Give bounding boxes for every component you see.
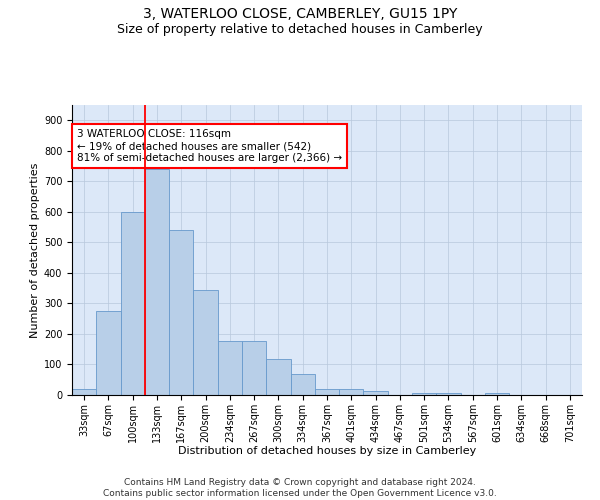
Bar bbox=[364, 391, 388, 395]
Text: Size of property relative to detached houses in Camberley: Size of property relative to detached ho… bbox=[117, 22, 483, 36]
Text: 3 WATERLOO CLOSE: 116sqm
← 19% of detached houses are smaller (542)
81% of semi-: 3 WATERLOO CLOSE: 116sqm ← 19% of detach… bbox=[77, 130, 342, 162]
Bar bbox=[242, 340, 266, 395]
Bar bbox=[315, 389, 339, 395]
Text: Contains HM Land Registry data © Crown copyright and database right 2024.
Contai: Contains HM Land Registry data © Crown c… bbox=[103, 478, 497, 498]
Bar bbox=[72, 389, 96, 395]
Bar bbox=[436, 392, 461, 395]
Bar bbox=[121, 212, 145, 395]
X-axis label: Distribution of detached houses by size in Camberley: Distribution of detached houses by size … bbox=[178, 446, 476, 456]
Bar bbox=[218, 340, 242, 395]
Bar bbox=[290, 374, 315, 395]
Text: 3, WATERLOO CLOSE, CAMBERLEY, GU15 1PY: 3, WATERLOO CLOSE, CAMBERLEY, GU15 1PY bbox=[143, 8, 457, 22]
Bar bbox=[339, 389, 364, 395]
Y-axis label: Number of detached properties: Number of detached properties bbox=[29, 162, 40, 338]
Bar bbox=[485, 392, 509, 395]
Bar bbox=[96, 311, 121, 395]
Bar bbox=[169, 230, 193, 395]
Bar bbox=[193, 290, 218, 395]
Bar bbox=[412, 392, 436, 395]
Bar bbox=[266, 359, 290, 395]
Bar bbox=[145, 169, 169, 395]
